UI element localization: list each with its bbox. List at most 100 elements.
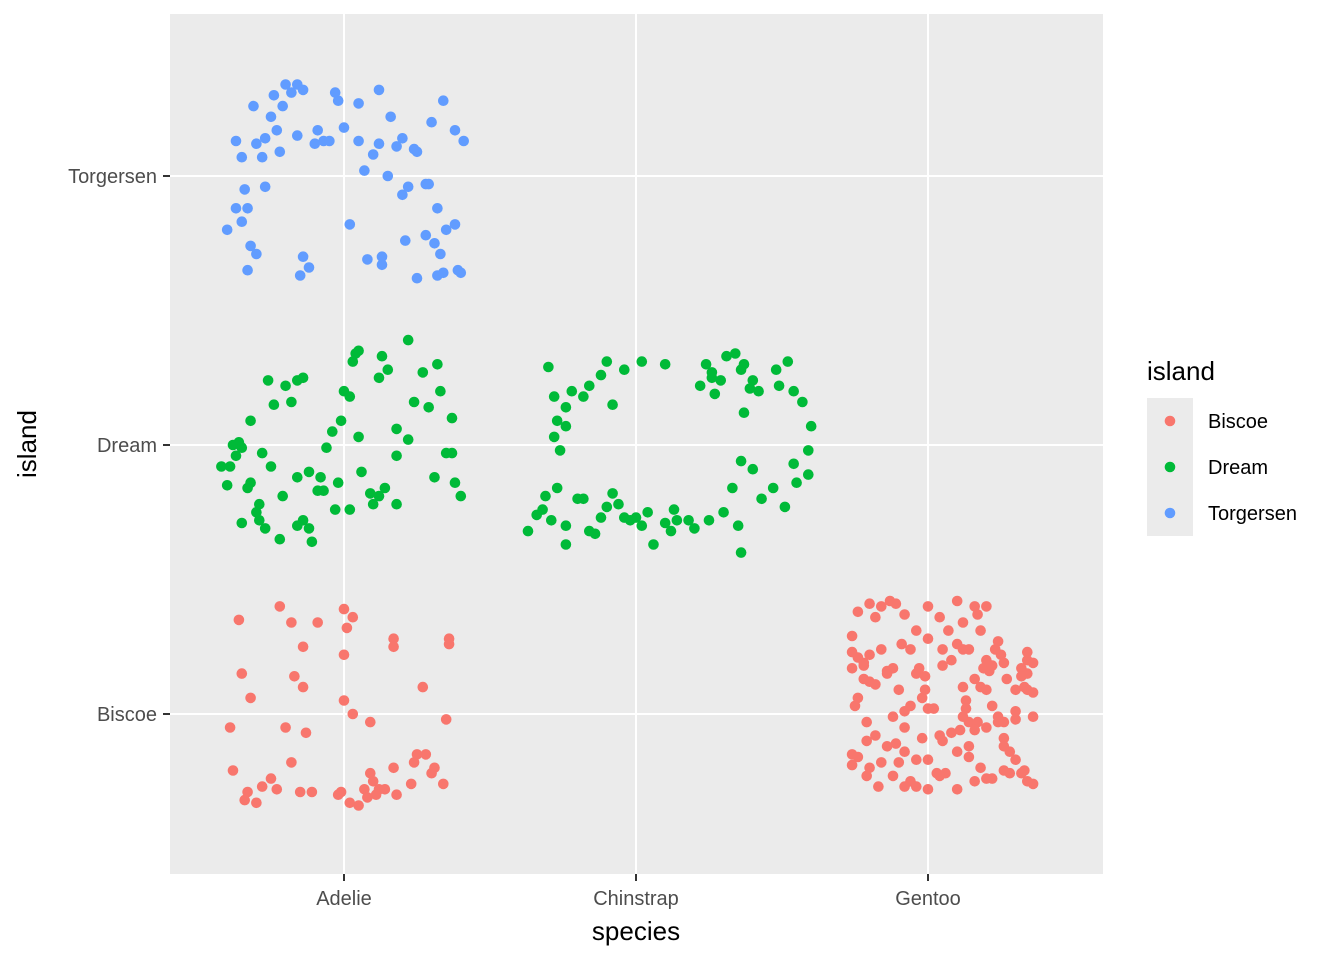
data-point	[324, 135, 335, 147]
data-point	[236, 151, 248, 163]
data-point	[312, 617, 324, 628]
data-point	[400, 235, 411, 246]
data-point	[560, 520, 572, 531]
data-point	[303, 466, 315, 478]
data-point	[899, 722, 910, 733]
data-point	[402, 181, 414, 193]
data-point	[297, 84, 309, 96]
data-point	[747, 375, 759, 386]
data-point	[960, 695, 972, 706]
legend-title: island	[1147, 356, 1215, 386]
data-point	[253, 498, 265, 510]
data-point	[347, 611, 359, 623]
data-point	[899, 746, 910, 757]
data-point	[922, 601, 934, 612]
data-point	[683, 515, 694, 526]
data-point	[756, 493, 767, 505]
data-point	[236, 668, 248, 679]
data-point	[986, 660, 998, 671]
data-point	[668, 504, 680, 515]
data-point	[934, 770, 945, 782]
data-point	[376, 251, 388, 262]
data-point	[391, 450, 402, 462]
data-point	[738, 407, 750, 419]
data-point	[373, 84, 385, 96]
data-point	[963, 741, 975, 752]
data-point	[578, 493, 589, 505]
data-point	[265, 111, 277, 123]
data-point	[630, 512, 642, 523]
data-point	[432, 203, 443, 214]
data-point	[402, 334, 414, 346]
data-point	[265, 461, 277, 472]
data-point	[986, 700, 998, 712]
data-point	[438, 95, 449, 106]
data-point	[782, 356, 794, 367]
data-point	[969, 724, 980, 736]
data-point	[922, 633, 934, 644]
legend-key-dream	[1164, 461, 1176, 473]
data-point	[327, 426, 338, 437]
data-point	[429, 472, 440, 483]
data-point	[861, 735, 872, 747]
data-point	[297, 681, 309, 693]
data-point	[870, 679, 881, 690]
data-point	[873, 781, 884, 792]
data-point	[268, 399, 280, 411]
data-point	[353, 345, 364, 357]
data-point	[700, 359, 712, 370]
data-point	[426, 767, 437, 779]
data-point	[607, 399, 618, 411]
data-point	[767, 482, 779, 494]
data-point	[382, 364, 394, 376]
data-point	[306, 786, 318, 798]
data-point	[230, 450, 242, 462]
data-point	[992, 636, 1004, 647]
data-point	[1022, 646, 1033, 658]
data-point	[803, 469, 814, 480]
data-point	[242, 264, 253, 276]
series-dream	[216, 334, 817, 558]
data-point	[417, 367, 429, 378]
data-point	[946, 727, 957, 739]
data-point	[367, 776, 379, 787]
data-point	[791, 477, 802, 489]
data-point	[540, 490, 551, 502]
data-point	[356, 466, 367, 478]
data-point	[852, 606, 864, 618]
data-point	[881, 741, 893, 752]
data-point	[846, 663, 858, 674]
data-point	[849, 700, 861, 712]
data-point	[715, 375, 726, 386]
data-point	[289, 671, 300, 682]
data-point	[922, 754, 934, 765]
data-point	[689, 523, 700, 534]
data-point	[435, 385, 446, 397]
data-point	[846, 759, 858, 771]
data-point	[365, 767, 376, 779]
data-point	[703, 515, 715, 526]
data-point	[397, 189, 408, 201]
data-point	[335, 786, 347, 798]
data-point	[887, 663, 899, 674]
data-point	[306, 536, 318, 548]
data-point	[280, 380, 291, 392]
data-point	[367, 498, 379, 510]
data-point	[347, 708, 359, 720]
data-point	[607, 488, 618, 499]
data-point	[446, 412, 458, 424]
data-point	[420, 229, 432, 241]
data-point	[379, 784, 391, 795]
legend-label: Dream	[1208, 457, 1268, 479]
data-point	[391, 423, 402, 435]
data-point	[963, 751, 975, 763]
y-tick-label: Dream	[97, 435, 157, 457]
data-point	[309, 138, 321, 149]
data-point	[353, 800, 364, 811]
data-point	[601, 501, 613, 513]
data-point	[344, 219, 356, 230]
data-point	[259, 523, 271, 534]
data-point	[335, 415, 347, 427]
data-point	[362, 254, 373, 265]
